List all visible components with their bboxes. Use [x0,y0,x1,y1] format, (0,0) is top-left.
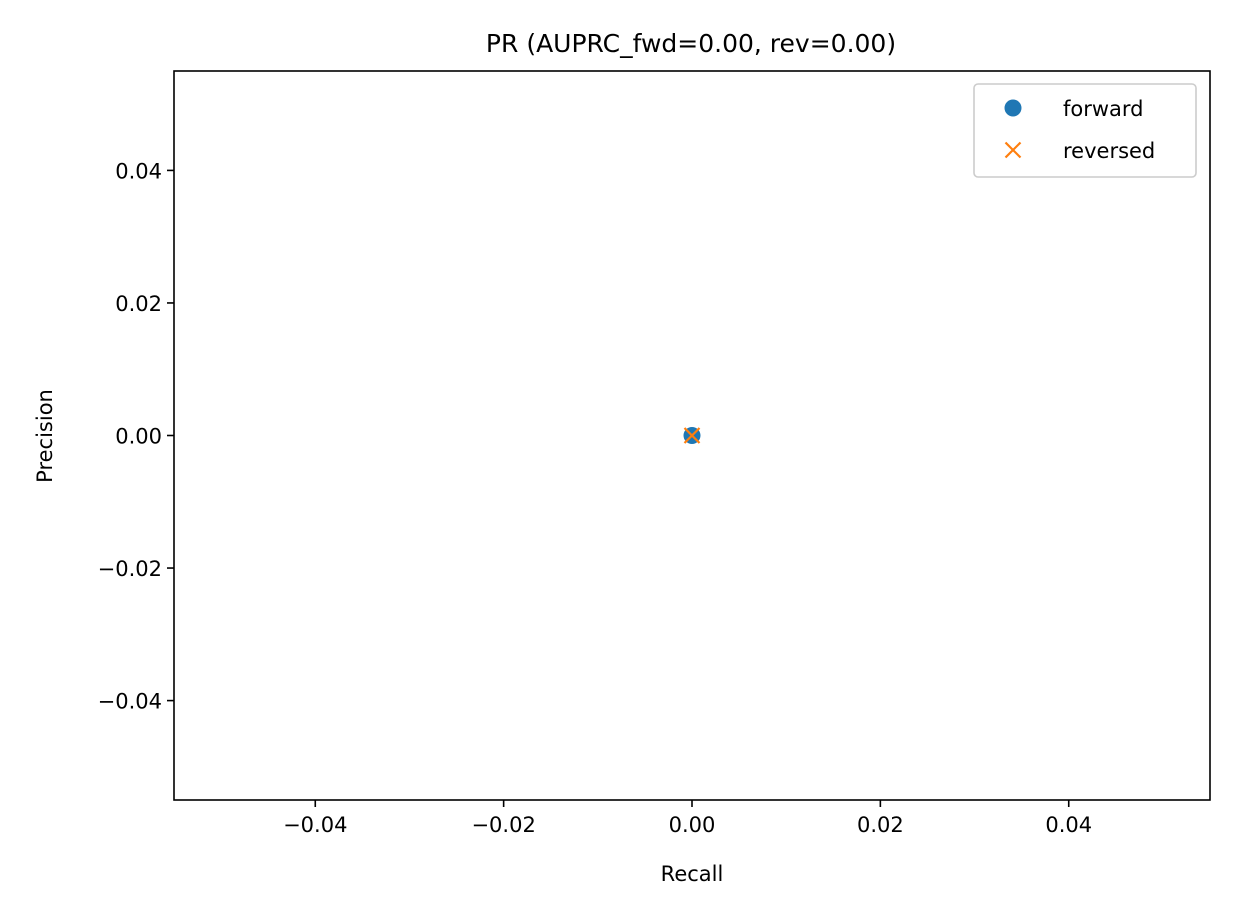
legend: forward reversed [973,83,1197,178]
y-axis-label: Precision [33,389,57,483]
legend-label: reversed [1063,139,1155,163]
x-tick-label: −0.02 [471,813,535,837]
x-tick-label: −0.04 [283,813,347,837]
x-axis: −0.04 −0.02 0.00 0.02 0.04 [283,800,1092,837]
x-axis-label: Recall [661,862,724,886]
legend-marker-reversed [1004,141,1022,159]
x-tick-label: 0.02 [857,813,904,837]
legend-marker-forward [1004,99,1022,117]
y-tick-label: 0.00 [115,425,162,449]
y-tick-label: 0.02 [115,292,162,316]
x-tick-label: 0.04 [1045,813,1092,837]
y-tick-label: −0.02 [98,557,162,581]
reversed-point [683,427,701,444]
legend-label: forward [1063,97,1144,121]
chart-title: PR (AUPRC_fwd=0.00, rev=0.00) [486,29,896,58]
data-points [683,427,701,444]
legend-box [973,83,1197,178]
y-axis: −0.04 −0.02 0.00 0.02 0.04 [98,159,174,714]
y-tick-label: −0.04 [98,690,162,714]
plot-frame [173,70,1211,801]
y-tick-label: 0.04 [115,159,162,183]
x-tick-label: 0.00 [669,813,716,837]
